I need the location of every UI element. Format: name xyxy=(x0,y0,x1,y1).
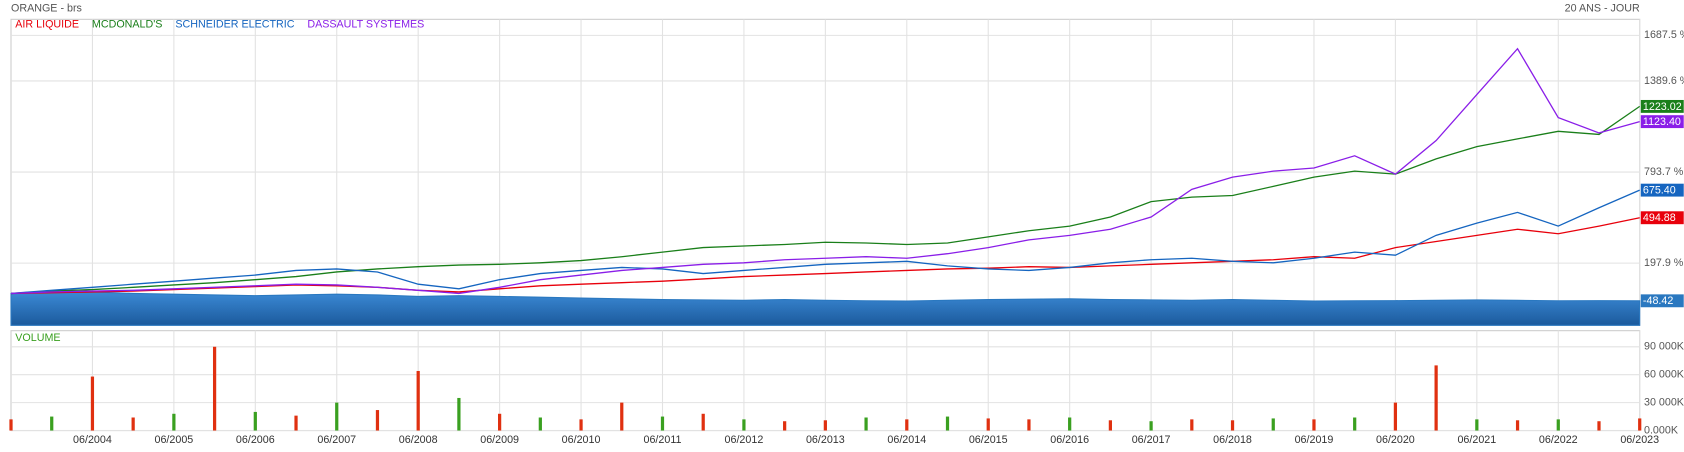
volume-bar xyxy=(335,402,339,431)
volume-bar xyxy=(1434,365,1438,431)
volume-bar xyxy=(1149,421,1153,431)
x-tick-label: 06/2021 xyxy=(1457,434,1496,446)
legend-entry: AIR LIQUIDE xyxy=(15,19,79,31)
volume-bar xyxy=(945,416,950,431)
line xyxy=(10,217,1640,295)
line xyxy=(10,47,1640,295)
x-tick-label: 06/2022 xyxy=(1539,434,1578,446)
volume-bar xyxy=(1353,417,1357,431)
x-tick-label: 06/2018 xyxy=(1213,434,1252,446)
x-tick-label: 06/2012 xyxy=(725,434,764,446)
volume-bar xyxy=(538,417,542,431)
x-tick-label: 06/2007 xyxy=(317,434,356,446)
volume-bar xyxy=(131,417,135,431)
volume-bar xyxy=(986,418,990,431)
x-tick-label: 06/2014 xyxy=(887,434,926,446)
volume-bar xyxy=(172,413,176,431)
end-label-box xyxy=(1640,211,1684,225)
end-label: -48.42 xyxy=(1643,295,1673,307)
end-label-box xyxy=(1640,115,1684,129)
end-label: 1223.02 xyxy=(1643,101,1682,113)
volume-bar xyxy=(742,419,746,431)
volume-bar xyxy=(823,420,827,431)
x-tick-label: 06/2016 xyxy=(1050,434,1089,446)
volume-bar xyxy=(1027,419,1031,431)
volume-bar xyxy=(905,419,909,431)
volume-bar xyxy=(701,413,705,431)
end-label-box xyxy=(1640,294,1684,308)
line xyxy=(10,105,1641,295)
x-tick-label: 06/2008 xyxy=(399,434,438,446)
volume-bar xyxy=(9,419,13,431)
area xyxy=(10,291,1641,326)
end-label: 494.88 xyxy=(1643,212,1676,224)
legend-entry: SCHNEIDER ELECTRIC xyxy=(175,19,294,31)
x-tick-label: 06/2020 xyxy=(1376,434,1415,446)
volume-bar xyxy=(294,415,298,431)
end-label: 675.40 xyxy=(1643,185,1676,197)
volume-bar xyxy=(416,370,420,431)
volume-bar xyxy=(620,402,624,431)
volume-bar xyxy=(498,413,502,431)
volume-bar xyxy=(1190,419,1194,431)
chart-title: ORANGE - brs xyxy=(11,2,82,14)
volume-bar xyxy=(660,416,665,431)
y-tick-label: 1687.5 % xyxy=(1644,29,1684,41)
end-label: 1123.40 xyxy=(1643,116,1681,128)
volume-bar xyxy=(457,397,461,431)
y-tick-label: 30 000K xyxy=(1644,396,1684,408)
x-tick-label: 06/2015 xyxy=(969,434,1008,446)
volume-bar xyxy=(1271,418,1275,431)
volume-bar xyxy=(1393,402,1398,431)
volume-title: VOLUME xyxy=(15,332,60,344)
volume-bar xyxy=(1556,419,1560,431)
x-tick-label: 06/2009 xyxy=(480,434,519,446)
volume-bar xyxy=(1475,419,1479,431)
volume-bar xyxy=(375,410,380,431)
volume-bar xyxy=(1515,420,1520,431)
end-label-box xyxy=(1640,99,1684,113)
volume-bar xyxy=(50,416,54,431)
volume-bar xyxy=(783,421,787,431)
volume-bar xyxy=(864,417,868,431)
x-tick-label: 06/2005 xyxy=(155,434,194,446)
x-tick-label: 06/2004 xyxy=(73,434,112,446)
volume-bar xyxy=(1312,419,1316,431)
x-tick-label: 06/2013 xyxy=(806,434,845,446)
line xyxy=(10,189,1640,295)
y-tick-label: 793.7 % xyxy=(1644,166,1684,178)
volume-bar xyxy=(253,411,257,431)
x-tick-label: 06/2017 xyxy=(1132,434,1171,446)
y-tick-label: 0.000K xyxy=(1644,424,1679,436)
volume-bar xyxy=(1068,417,1072,431)
x-tick-label: 06/2010 xyxy=(562,434,601,446)
y-tick-label: 90 000K xyxy=(1644,341,1684,353)
legend-entry: MCDONALD'S xyxy=(92,19,163,31)
volume-bar xyxy=(1638,418,1642,431)
volume-bar xyxy=(212,346,217,431)
end-label-box xyxy=(1640,183,1684,197)
volume-bar xyxy=(90,376,95,431)
x-tick-label: 06/2011 xyxy=(644,434,682,446)
legend-entry: DASSAULT SYSTEMES xyxy=(307,19,424,31)
volume-bar xyxy=(1108,420,1112,431)
volume-bar xyxy=(1230,420,1235,431)
x-tick-label: 06/2019 xyxy=(1295,434,1334,446)
volume-bar xyxy=(1597,421,1601,431)
x-tick-label: 06/2006 xyxy=(236,434,275,446)
x-tick-label: 06/2023 xyxy=(1620,434,1659,446)
volume-bar xyxy=(579,419,583,431)
chart-subtitle: 20 ANS - JOUR xyxy=(1565,2,1640,14)
y-tick-label: 1389.6 % xyxy=(1644,75,1684,87)
y-tick-label: 60 000K xyxy=(1644,369,1684,381)
y-tick-label: 197.9 % xyxy=(1644,257,1684,269)
